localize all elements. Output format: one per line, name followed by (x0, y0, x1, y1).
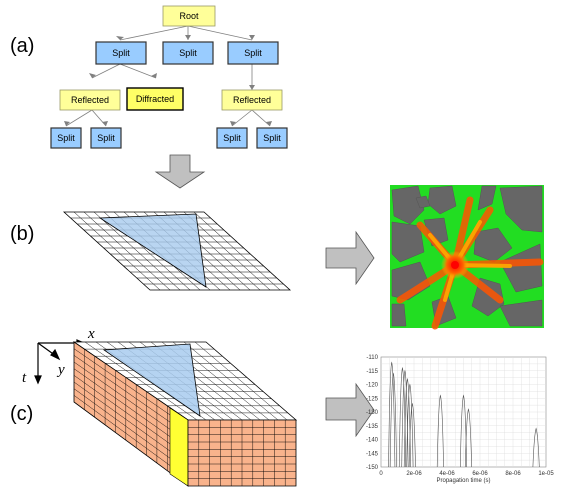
impulse-peak-4 (401, 369, 409, 468)
tree-node-split-1-label: Split (112, 48, 130, 58)
x-tick-label: 6e-06 (472, 471, 488, 477)
y-tick-label: -125 (366, 396, 379, 402)
tree-node-split-6-label: Split (223, 133, 241, 143)
y-tick-label: -130 (366, 410, 379, 416)
tree-arrowheads (64, 35, 272, 126)
right-arrow-icon-2 (325, 382, 375, 438)
volume-triangle (102, 343, 201, 417)
tree-node-root-label: Root (179, 11, 199, 21)
impulse-peak-6 (406, 383, 414, 468)
right-arrow-icon (325, 230, 375, 286)
tree-node-split-5-label: Split (97, 133, 115, 143)
tree-node-split-1 (95, 41, 147, 65)
impulse-peak-2 (389, 372, 397, 468)
impulse-peak-1 (388, 361, 396, 468)
y-tick-label: -110 (366, 355, 378, 361)
y-tick-label: -135 (366, 424, 379, 430)
beam-grid (62, 211, 292, 291)
tree-node-split-2-label: Split (179, 48, 197, 58)
tree-node-split-3-label: Split (244, 48, 262, 58)
tree-node-diffracted-label: Diffracted (136, 94, 174, 104)
y-tick-label: -115 (366, 369, 378, 375)
panel-label-c: (c) (10, 403, 33, 425)
impulse-peak-9 (460, 394, 467, 468)
impulse-peak-7 (408, 402, 416, 468)
tree-node-split-5 (90, 127, 122, 149)
tree-node-split-7 (256, 127, 288, 149)
axis-y-label: y (56, 362, 65, 378)
y-tick-label: -140 (366, 438, 379, 444)
panel-label-b: (b) (10, 223, 34, 245)
tree-node-split-2 (162, 41, 214, 65)
axis-t-label: t (22, 370, 27, 386)
tree-node-split-3 (227, 41, 279, 65)
beam-triangle (98, 213, 207, 288)
tree-node-reflected-2 (221, 89, 283, 111)
tree-node-split-6 (216, 127, 248, 149)
y-tick-label: -150 (366, 465, 379, 471)
tree-node-diffracted (126, 87, 184, 111)
panel-label-a: (a) (10, 35, 34, 57)
x-tick-label: 2e-06 (406, 471, 422, 477)
coverage-map (390, 185, 544, 330)
x-tick-label: 4e-06 (439, 471, 455, 477)
propagation-tree (65, 25, 271, 127)
beam-volume (72, 341, 298, 487)
tree-node-split-4 (50, 127, 82, 149)
y-tick-label: -145 (366, 451, 379, 457)
tree-node-root (162, 5, 216, 27)
x-tick-label: 1e-05 (538, 471, 554, 477)
impulse-peak-8 (436, 394, 444, 468)
impulse-peak-5 (403, 378, 411, 468)
tree-node-reflected-1 (59, 89, 121, 111)
tree-node-split-4-label: Split (57, 133, 75, 143)
tree-node-reflected-1-label: Reflected (71, 95, 109, 105)
x-axis-label: Propagation time (s) (436, 478, 490, 484)
x-tick-label: 8e-06 (505, 471, 521, 477)
tree-node-split-7-label: Split (263, 133, 281, 143)
impulse-peak-11 (532, 427, 540, 468)
down-arrow-icon (154, 154, 206, 189)
x-tick-label: 0 (379, 471, 383, 477)
impulse-peak-10 (464, 408, 472, 468)
impulse-peak-3 (398, 367, 406, 468)
tree-node-reflected-2-label: Reflected (233, 95, 271, 105)
axis-x-label: x (87, 326, 95, 342)
y-tick-label: -120 (366, 383, 379, 389)
